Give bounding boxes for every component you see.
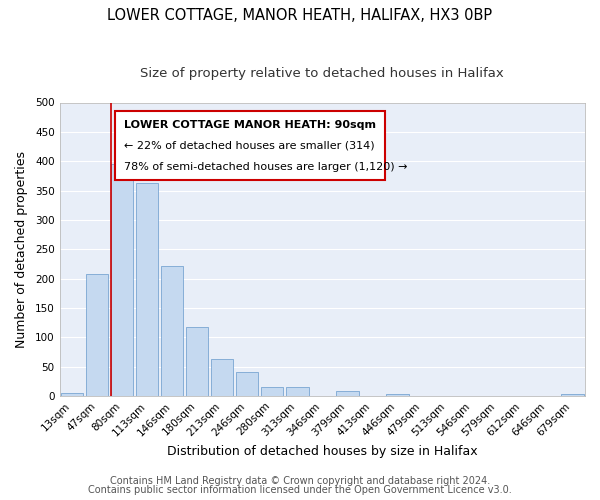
Bar xyxy=(186,326,208,396)
Text: 78% of semi-detached houses are larger (1,120) →: 78% of semi-detached houses are larger (… xyxy=(124,162,407,172)
Bar xyxy=(211,359,233,396)
Bar xyxy=(286,387,308,396)
Bar xyxy=(236,372,259,396)
Bar xyxy=(61,393,83,396)
X-axis label: Distribution of detached houses by size in Halifax: Distribution of detached houses by size … xyxy=(167,444,478,458)
Bar xyxy=(386,394,409,396)
Bar xyxy=(561,394,584,396)
Y-axis label: Number of detached properties: Number of detached properties xyxy=(15,150,28,348)
Text: LOWER COTTAGE, MANOR HEATH, HALIFAX, HX3 0BP: LOWER COTTAGE, MANOR HEATH, HALIFAX, HX3… xyxy=(107,8,493,22)
Bar xyxy=(136,184,158,396)
Text: Contains HM Land Registry data © Crown copyright and database right 2024.: Contains HM Land Registry data © Crown c… xyxy=(110,476,490,486)
Bar xyxy=(86,274,109,396)
Text: Contains public sector information licensed under the Open Government Licence v3: Contains public sector information licen… xyxy=(88,485,512,495)
Text: LOWER COTTAGE MANOR HEATH: 90sqm: LOWER COTTAGE MANOR HEATH: 90sqm xyxy=(124,120,376,130)
Bar xyxy=(111,164,133,396)
Title: Size of property relative to detached houses in Halifax: Size of property relative to detached ho… xyxy=(140,68,504,80)
Bar xyxy=(161,266,184,396)
Bar xyxy=(261,387,283,396)
FancyBboxPatch shape xyxy=(115,112,385,180)
Bar xyxy=(336,391,359,396)
Text: ← 22% of detached houses are smaller (314): ← 22% of detached houses are smaller (31… xyxy=(124,141,375,151)
